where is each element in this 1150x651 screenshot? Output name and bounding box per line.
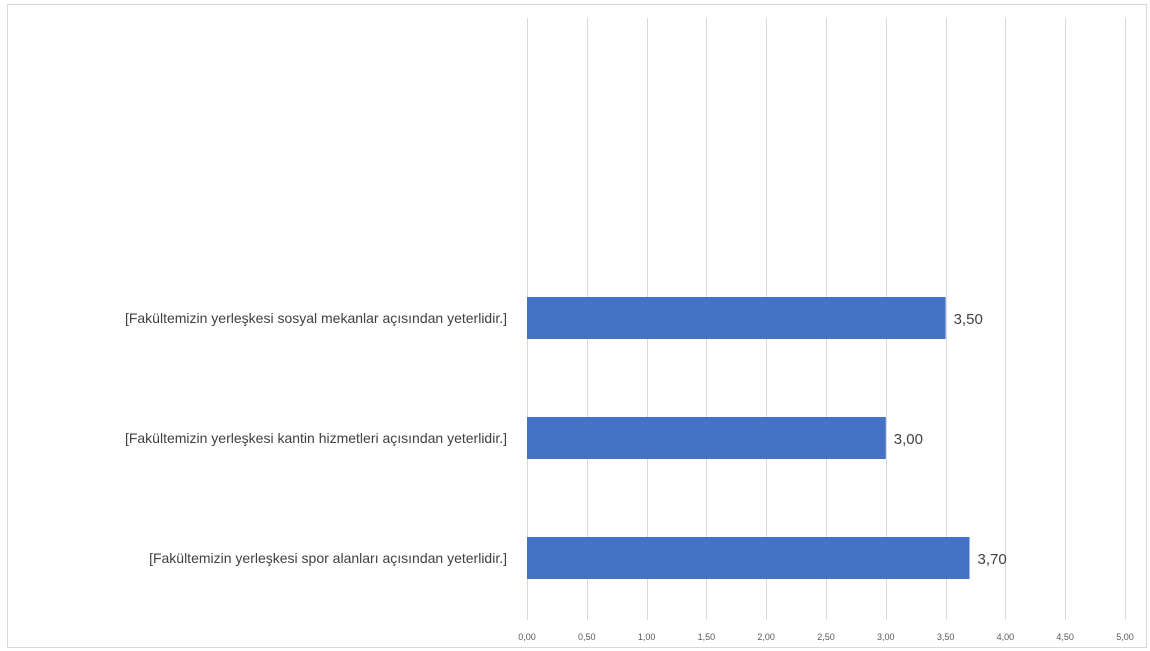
bar <box>527 297 946 339</box>
bar <box>527 417 886 459</box>
gridlines <box>527 18 1126 620</box>
x-tick-label: 0,00 <box>518 632 536 642</box>
bar <box>527 537 970 579</box>
x-tick-label: 0,50 <box>578 632 596 642</box>
x-tick-label: 4,00 <box>997 632 1015 642</box>
x-tick-label: 5,00 <box>1116 632 1134 642</box>
x-tick-label: 1,00 <box>638 632 656 642</box>
x-tick-label: 2,00 <box>757 632 775 642</box>
x-tick-label: 3,50 <box>937 632 955 642</box>
x-tick-label: 3,00 <box>877 632 895 642</box>
category-label: [Fakültemizin yerleşkesi kantin hizmetle… <box>125 430 507 446</box>
data-label: 3,00 <box>894 431 923 448</box>
data-labels: 3,50 3,00 3,70 <box>894 311 1007 568</box>
x-tick-labels: 0,00 0,50 1,00 1,50 2,00 2,50 3,00 3,50 4,00 4,50… <box>518 632 1134 642</box>
data-label: 3,70 <box>978 551 1007 568</box>
data-label: 3,50 <box>954 311 983 328</box>
x-tick-label: 4,50 <box>1056 632 1074 642</box>
x-tick-label: 1,50 <box>698 632 716 642</box>
category-labels: [Fakültemizin yerleşkesi sosyal mekanlar… <box>125 310 507 566</box>
bars <box>527 297 970 579</box>
category-label: [Fakültemizin yerleşkesi spor alanları a… <box>149 550 507 566</box>
category-label: [Fakültemizin yerleşkesi sosyal mekanlar… <box>125 310 507 326</box>
x-tick-label: 2,50 <box>817 632 835 642</box>
